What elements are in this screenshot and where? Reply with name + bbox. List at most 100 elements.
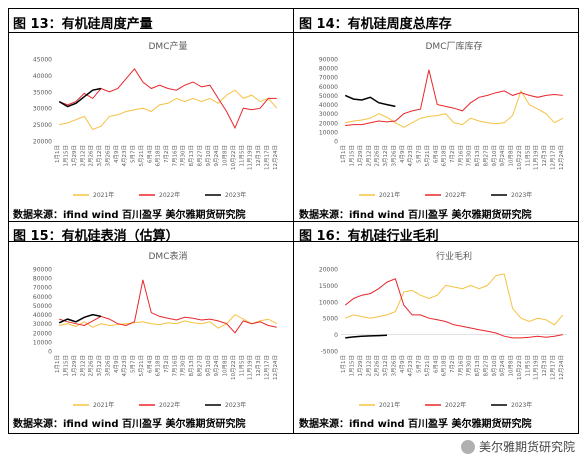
x-tick-label: 11月19日 — [533, 355, 540, 380]
x-tick-label: 12月24日 — [558, 355, 565, 380]
legend-label: 2021年 — [93, 191, 114, 199]
y-tick-label: 80000 — [319, 66, 338, 73]
x-tick-label: 10月8日 — [508, 145, 515, 167]
x-tick-label: 4月9日 — [113, 145, 120, 163]
chart-title: DMC产量 — [149, 40, 188, 52]
x-tick-label: 9月24日 — [499, 145, 506, 167]
x-tick-label: 12月24日 — [558, 145, 565, 170]
series-line — [58, 313, 102, 324]
x-tick-label: 12月17日 — [263, 145, 270, 170]
x-tick-label: 4月23日 — [121, 355, 128, 377]
series-line — [344, 94, 396, 108]
wechat-icon — [460, 439, 475, 454]
series-line — [345, 89, 564, 128]
y-tick-label: 45000 — [33, 57, 52, 64]
x-tick-label: 4月23日 — [407, 145, 414, 167]
y-tick-label: 0 — [48, 349, 52, 356]
x-tick-label: 12月17日 — [549, 355, 556, 380]
x-tick-label: 9月10日 — [491, 145, 498, 167]
y-tick-label: 50000 — [319, 93, 338, 100]
y-tick-label: 70000 — [33, 285, 52, 292]
x-tick-label: 1月29日 — [357, 145, 364, 167]
x-tick-label: 7月30日 — [180, 355, 187, 377]
x-tick-label: 8月13日 — [474, 355, 481, 377]
x-tick-label: 6月18日 — [441, 355, 448, 377]
x-tick-label: 12月3日 — [255, 145, 262, 167]
x-tick-label: 7月30日 — [180, 145, 187, 167]
x-tick-label: 11月5日 — [238, 355, 245, 377]
panel-title: 图 13：有机硅周度产量 — [13, 17, 153, 32]
y-tick-label: 90000 — [33, 267, 52, 274]
x-tick-label: 4月9日 — [113, 355, 120, 373]
legend-label: 2021年 — [93, 401, 114, 409]
y-tick-label: 5000 — [323, 316, 338, 323]
y-tick-label: 30000 — [33, 321, 52, 328]
x-tick-label: 1月29日 — [71, 145, 78, 167]
x-tick-label: 2月26日 — [374, 355, 381, 377]
x-tick-label: 3月26日 — [104, 355, 111, 377]
x-tick-label: 10月8日 — [222, 145, 229, 167]
panel-title: 图 15：有机硅表消（估算） — [13, 229, 179, 244]
x-tick-label: 5月21日 — [424, 355, 431, 377]
x-tick-label: 6月4日 — [146, 355, 153, 373]
x-tick-label: 4月9日 — [399, 355, 406, 373]
x-tick-label: 6月18日 — [441, 145, 448, 167]
series-line — [345, 69, 563, 126]
y-tick-label: 30000 — [33, 106, 52, 113]
y-tick-label: 90000 — [319, 57, 338, 64]
x-tick-label: 2月12日 — [365, 145, 372, 167]
y-tick-label: -5000 — [321, 349, 339, 356]
y-tick-label: 35000 — [33, 89, 52, 96]
x-tick-label: 8月27日 — [196, 355, 203, 377]
y-tick-label: 40000 — [33, 312, 52, 319]
x-tick-label: 6月18日 — [155, 145, 162, 167]
x-tick-label: 7月2日 — [163, 145, 170, 163]
x-tick-label: 10月22日 — [230, 145, 237, 170]
chart-dmc-inventory: DMC厂库库存 0 10000 20000 30000 40000 50000 60000 70… — [319, 40, 565, 199]
x-tick-label: 10月8日 — [222, 355, 229, 377]
y-tick-label: 0 — [334, 139, 338, 146]
y-tick-label: 25000 — [33, 122, 52, 129]
series-line — [59, 89, 278, 131]
x-tick-label: 7月2日 — [449, 145, 456, 163]
legend-label: 2023年 — [511, 401, 532, 409]
chart-dmc-consumption: DMC表消 0 10000 20000 30000 40000 50000 60000 7000… — [33, 250, 279, 409]
y-tick-label: 40000 — [319, 102, 338, 109]
series-line — [344, 278, 563, 339]
x-tick-label: 5月21日 — [138, 145, 145, 167]
x-tick-label: 1月1日 — [340, 355, 347, 373]
x-tick-label: 5月21日 — [424, 145, 431, 167]
x-tick-label: 6月4日 — [146, 145, 153, 163]
x-tick-label: 7月16日 — [171, 355, 178, 377]
series-line — [59, 313, 278, 329]
x-tick-label: 9月10日 — [205, 145, 212, 167]
chart-title: DMC表消 — [149, 250, 188, 262]
y-tick-label: 40000 — [33, 73, 52, 80]
x-tick-label: 8月13日 — [188, 145, 195, 167]
x-tick-label: 12月3日 — [541, 355, 548, 377]
y-tick-label: 20000 — [33, 330, 52, 337]
legend-label: 2022年 — [445, 191, 466, 199]
x-tick-label: 3月12日 — [382, 355, 389, 377]
x-tick-label: 9月10日 — [205, 355, 212, 377]
x-tick-label: 9月10日 — [491, 355, 498, 377]
x-tick-label: 2月26日 — [88, 355, 95, 377]
x-tick-label: 1月1日 — [54, 355, 61, 373]
x-tick-label: 7月16日 — [457, 355, 464, 377]
x-tick-label: 3月12日 — [96, 145, 103, 167]
series-line — [58, 87, 102, 108]
series-line — [345, 273, 564, 326]
x-tick-label: 1月15日 — [349, 145, 356, 167]
x-tick-label: 11月19日 — [247, 355, 254, 380]
x-tick-label: 12月24日 — [272, 355, 279, 380]
y-tick-label: 20000 — [319, 120, 338, 127]
x-tick-label: 8月13日 — [474, 145, 481, 167]
x-tick-label: 5月7日 — [416, 355, 423, 373]
source-note: 数据来源：ifind wind 百川盈孚 美尔雅期货研究院 — [299, 419, 532, 430]
x-tick-label: 8月27日 — [482, 145, 489, 167]
x-tick-label: 1月15日 — [349, 355, 356, 377]
source-note: 数据来源：ifind wind 百川盈孚 美尔雅期货研究院 — [13, 210, 246, 221]
x-tick-label: 12月3日 — [541, 145, 548, 167]
legend-label: 2023年 — [225, 191, 246, 199]
x-tick-label: 3月12日 — [96, 355, 103, 377]
